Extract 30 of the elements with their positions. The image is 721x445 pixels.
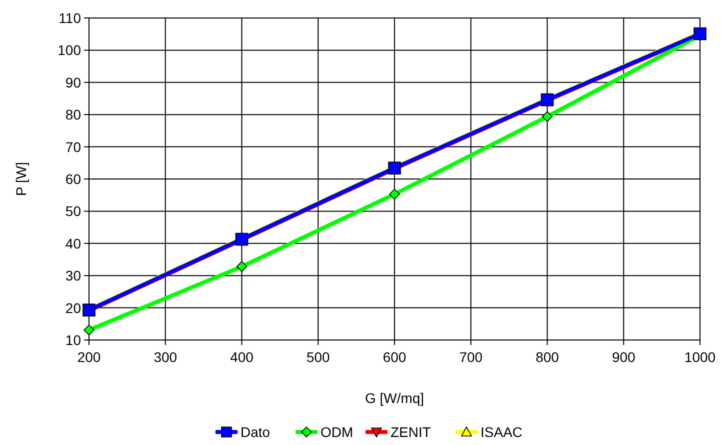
x-tick-label: 900 xyxy=(612,349,636,365)
y-tick-label: 40 xyxy=(65,235,82,252)
x-tick-label: 600 xyxy=(382,349,406,365)
y-tick-label: 30 xyxy=(65,268,82,284)
y-tick-label: 100 xyxy=(58,42,82,58)
x-tick-label: 1000 xyxy=(684,349,716,365)
y-tick-label: 10 xyxy=(65,332,82,348)
legend-label: ODM xyxy=(320,424,354,440)
point xyxy=(542,111,553,122)
y-tick-label: 110 xyxy=(58,10,82,26)
legend-label: ZENIT xyxy=(390,424,432,440)
y-axis-title: P [W] xyxy=(13,162,29,196)
point xyxy=(389,188,400,200)
y-tick-label: 20 xyxy=(65,300,82,316)
x-tick-label: 800 xyxy=(536,349,560,365)
y-tick-label: 90 xyxy=(65,74,82,90)
x-tick-label: 500 xyxy=(306,349,330,365)
x-tick-label: 300 xyxy=(154,349,178,365)
x-axis-title: G [W/mq] xyxy=(364,390,424,406)
legend-label: ISAAC xyxy=(480,424,523,440)
point xyxy=(84,324,94,336)
y-tick-label: 60 xyxy=(65,171,82,187)
x-tick-label: 700 xyxy=(459,349,483,365)
legend-label: Dato xyxy=(240,424,270,440)
x-tick-label: 400 xyxy=(230,349,254,365)
y-tick-label: 70 xyxy=(65,138,82,155)
y-tick-label: 80 xyxy=(65,106,82,123)
y-tick-label: 50 xyxy=(65,203,82,220)
x-tick-label: 200 xyxy=(77,349,101,365)
point xyxy=(236,261,248,272)
